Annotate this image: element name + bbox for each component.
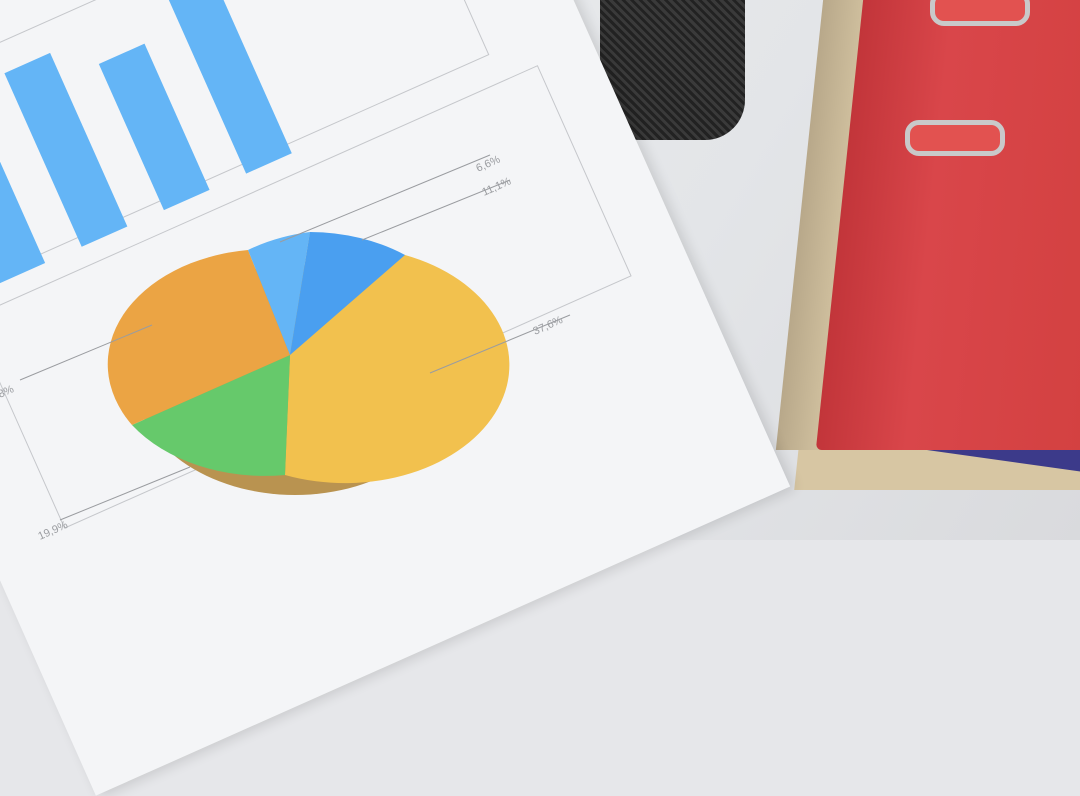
pie-label: 6,6% xyxy=(474,153,502,174)
bar xyxy=(98,43,210,211)
pie-slice-light-blue xyxy=(248,232,310,355)
pie-label: 8% xyxy=(0,383,16,401)
pie-slice-orange xyxy=(107,250,290,425)
binder-ring xyxy=(905,120,1005,156)
pie-label: 11,1% xyxy=(480,175,513,198)
red-binder xyxy=(775,0,1080,510)
printed-charts: 6,6% 11,1% 37,6% 8% 19,9% xyxy=(0,0,632,540)
binder-ring xyxy=(930,0,1030,26)
pie-slice-green xyxy=(132,355,290,476)
pie-slice-blue xyxy=(290,232,405,355)
pie-label: 19,9% xyxy=(36,519,70,540)
bar xyxy=(160,0,292,174)
bar xyxy=(4,52,128,247)
bar xyxy=(0,135,46,284)
bar-frame xyxy=(0,0,490,300)
